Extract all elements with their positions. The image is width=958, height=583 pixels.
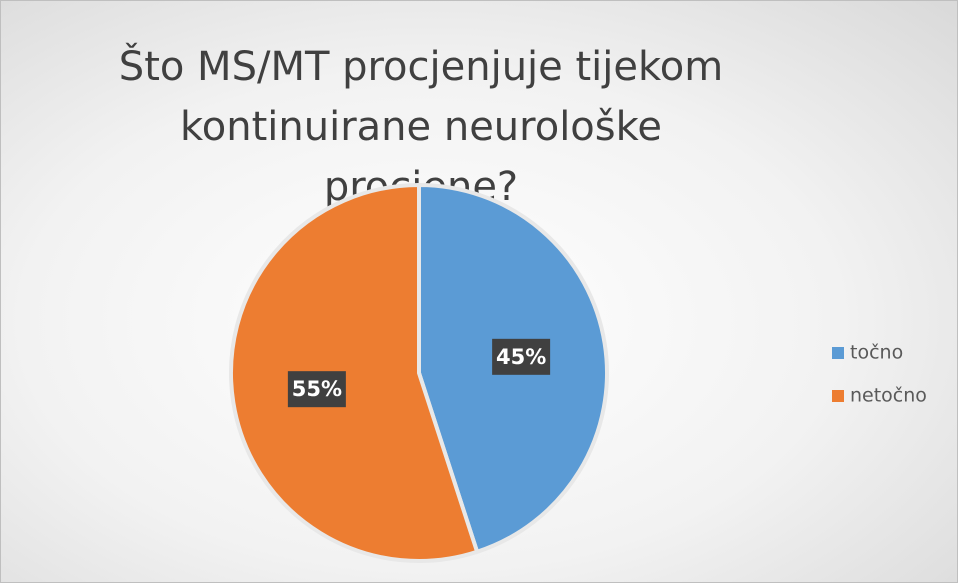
data-label-box <box>287 371 346 408</box>
legend-swatch <box>832 347 844 359</box>
legend-swatch <box>832 390 844 402</box>
data-label: 55% <box>292 377 342 401</box>
pie-slice <box>229 182 480 563</box>
data-label: 45% <box>496 345 546 369</box>
chart-title: Što MS/MT procjenjuje tijekom kontinuira… <box>118 44 724 210</box>
data-label-box <box>492 338 551 375</box>
legend-label: netočno <box>850 385 927 407</box>
legend-label: točno <box>850 342 903 364</box>
